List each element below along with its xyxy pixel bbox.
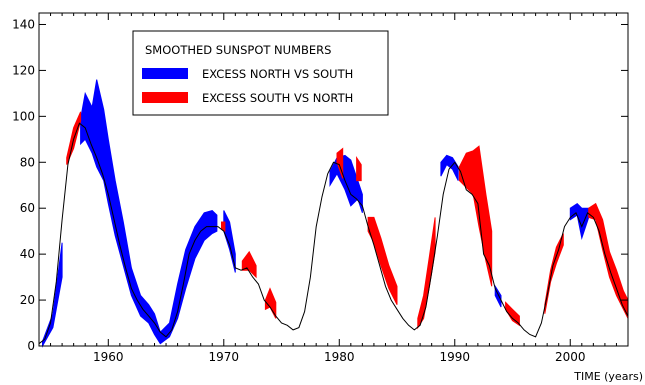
band-north-1 — [80, 79, 218, 345]
legend-swatch-north — [142, 68, 188, 79]
total-curve-layer — [38, 122, 629, 345]
legend-title: SMOOTHED SUNSPOT NUMBERS — [145, 43, 331, 57]
x-axis-title: TIME (years) — [573, 370, 643, 383]
y-tick-label-100: 100 — [12, 109, 35, 123]
total-sunspot-curve — [38, 122, 629, 345]
y-tick-label-0: 0 — [27, 339, 35, 353]
y-tick-label-40: 40 — [20, 247, 35, 261]
plot-frame — [38, 12, 629, 347]
y-tick-label-80: 80 — [20, 155, 35, 169]
band-south-2 — [241, 250, 257, 279]
legend-swatch-south — [142, 92, 188, 103]
difference-bands-layer — [42, 79, 629, 348]
x-tick-label-1970: 1970 — [209, 350, 240, 364]
band-south-10 — [544, 233, 564, 314]
legend: SMOOTHED SUNSPOT NUMBERS EXCESS NORTH VS… — [132, 30, 389, 116]
y-tick-label-140: 140 — [12, 17, 35, 31]
x-tick-label-1990: 1990 — [439, 350, 470, 364]
band-south-7 — [417, 217, 436, 330]
band-south-3 — [264, 287, 277, 319]
band-south-8 — [458, 145, 493, 287]
band-south-1 — [221, 221, 226, 233]
x-tick-label-1980: 1980 — [324, 350, 355, 364]
x-tick-label-2000: 2000 — [555, 350, 586, 364]
band-north-4 — [440, 154, 459, 181]
band-south-6 — [367, 216, 398, 305]
band-north-2 — [223, 210, 236, 273]
legend-label-north: EXCESS NORTH VS SOUTH — [202, 67, 353, 81]
band-south-5 — [356, 156, 362, 182]
x-tick-label-1960: 1960 — [93, 350, 124, 364]
legend-label-south: EXCESS SOUTH VS NORTH — [202, 91, 353, 105]
axes-layer: 0 20 40 60 80 100 120 140 1960 1970 1980 1990 2000 — [12, 13, 629, 364]
y-tick-label-60: 60 — [20, 201, 35, 215]
y-tick-label-20: 20 — [20, 293, 35, 307]
y-tick-label-120: 120 — [12, 63, 35, 77]
band-north-0 — [42, 242, 63, 348]
